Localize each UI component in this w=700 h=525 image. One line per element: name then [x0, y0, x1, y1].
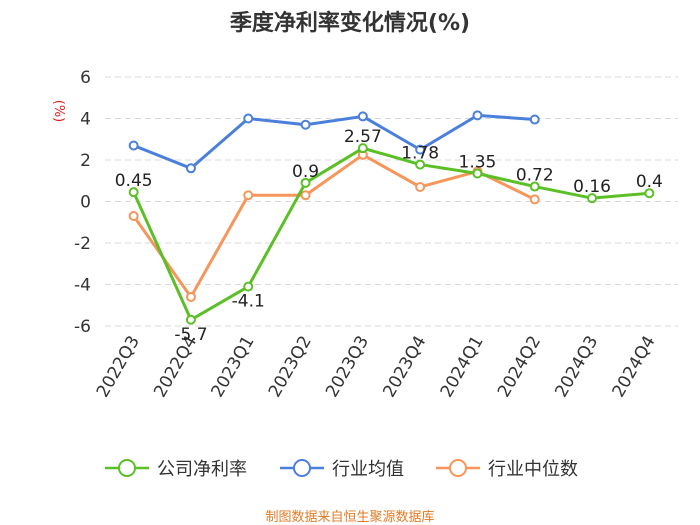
data-label: 0.45 — [115, 171, 153, 191]
series — [128, 110, 655, 325]
series-line — [133, 113, 535, 170]
data-point — [415, 181, 426, 192]
data-point — [128, 187, 139, 198]
x-tick-label: 2024Q4 — [609, 333, 660, 401]
y-axis: 6 4 2 0 -2 -4 -6 — [74, 68, 91, 337]
data-labels: 0.45 -5.7 -4.1 0.9 2.57 1.78 1.35 0.72 0.16 0.4 — [115, 127, 663, 345]
data-point — [529, 114, 540, 125]
y-tick-label: -4 — [74, 276, 91, 296]
data-label: 2.57 — [344, 127, 382, 147]
data-point — [529, 181, 540, 192]
data-point — [300, 177, 311, 188]
data-point — [243, 190, 254, 201]
data-label: 1.35 — [459, 152, 497, 172]
x-tick-label: 2023Q2 — [265, 333, 316, 401]
data-point — [300, 119, 311, 130]
data-point — [587, 193, 598, 204]
x-tick-label: 2023Q3 — [322, 333, 373, 401]
data-label: 1.78 — [401, 144, 439, 164]
data-point — [128, 211, 139, 222]
data-point — [185, 163, 196, 174]
data-label: 0.72 — [516, 166, 554, 186]
legend: 公司净利率 行业均值 行业中位数 — [105, 459, 578, 480]
source-note: 制图数据来自恒生聚源数据库 — [265, 509, 434, 525]
legend-label: 公司净利率 — [157, 459, 247, 480]
y-tick-label: 4 — [80, 110, 91, 130]
data-label: 0.4 — [636, 172, 663, 192]
series-line — [132, 146, 650, 322]
y-unit-label: (%) — [51, 100, 66, 123]
legend-marker — [293, 459, 311, 477]
x-tick-label: 2022Q3 — [93, 333, 144, 401]
y-tick-label: 6 — [80, 68, 91, 88]
data-point — [300, 190, 311, 201]
data-point — [472, 168, 483, 179]
data-point — [415, 159, 426, 170]
y-tick-label: -2 — [74, 234, 91, 254]
data-label: -4.1 — [232, 292, 265, 312]
y-tick-label: 2 — [80, 151, 91, 171]
data-label: -5.7 — [174, 325, 207, 345]
data-point — [185, 291, 196, 302]
legend-label: 行业均值 — [332, 459, 404, 480]
y-tick-label: -6 — [74, 317, 91, 337]
x-tick-label: 2024Q2 — [494, 333, 545, 401]
legend-label: 行业中位数 — [488, 459, 578, 480]
data-point — [128, 140, 139, 151]
series-line — [132, 153, 536, 299]
data-point — [415, 144, 426, 155]
data-point — [472, 110, 483, 121]
data-point — [185, 314, 196, 325]
data-label: 0.9 — [292, 162, 319, 182]
data-label: 0.16 — [573, 177, 611, 197]
data-point — [243, 281, 254, 292]
legend-marker — [449, 459, 467, 477]
x-tick-label: 2024Q3 — [551, 333, 602, 401]
data-point — [529, 194, 540, 205]
x-tick-label: 2023Q1 — [208, 333, 259, 401]
data-point — [243, 113, 254, 124]
chart-title: 季度净利率变化情况(%) — [230, 10, 470, 36]
legend-marker — [118, 459, 136, 477]
data-point — [644, 188, 655, 199]
data-point — [357, 143, 368, 154]
data-point — [357, 111, 368, 122]
y-tick-label: 0 — [80, 193, 91, 213]
x-tick-label: 2023Q4 — [379, 333, 430, 401]
x-tick-label: 2024Q1 — [437, 333, 488, 401]
